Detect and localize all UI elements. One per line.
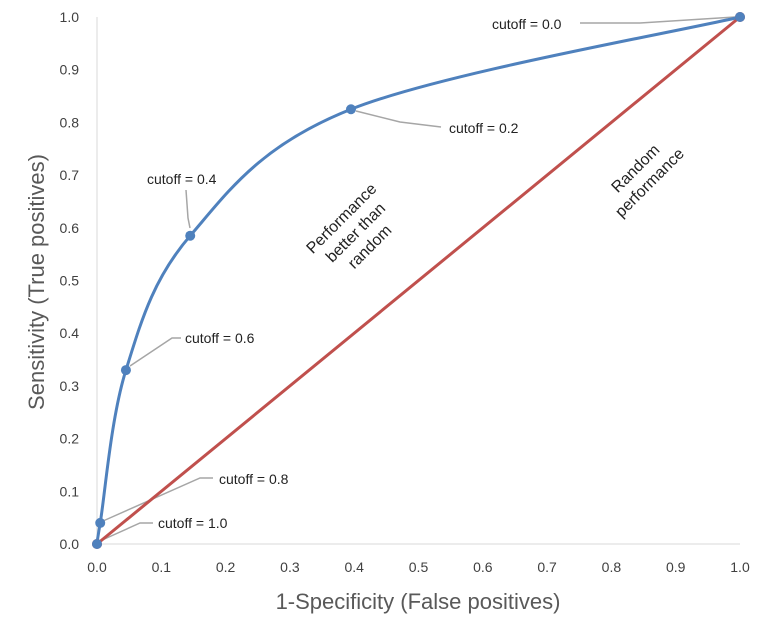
- region-label-better: Performancebetter thanrandom: [304, 180, 409, 285]
- cutoff-annotation: cutoff = 0.8: [219, 471, 289, 487]
- y-tick-label: 1.0: [60, 9, 80, 25]
- x-tick-label: 0.3: [280, 559, 300, 575]
- annotation-leader: [185, 189, 191, 229]
- random-line: [95, 15, 742, 546]
- x-tick-label: 0.5: [409, 559, 429, 575]
- x-tick-labels: 0.0 0.1 0.2 0.3 0.4 0.5 0.6 0.7 0.8 0.9 1.0: [87, 559, 750, 575]
- cutoff-annotation: cutoff = 0.0: [492, 16, 562, 32]
- annotations: cutoff = 0.0 cutoff = 0.2 cutoff = 0.4 cuto…: [147, 16, 562, 531]
- y-tick-label: 0.6: [60, 220, 80, 236]
- x-tick-label: 0.1: [152, 559, 172, 575]
- roc-curve-point: [345, 104, 356, 115]
- x-tick-label: 0.9: [666, 559, 686, 575]
- series-layer: [92, 12, 745, 549]
- x-tick-label: 0.0: [87, 559, 107, 575]
- roc-curve-point: [185, 230, 196, 241]
- annotation-leader: [102, 477, 213, 522]
- y-tick-labels: 0.0 0.1 0.2 0.3 0.4 0.5 0.6 0.7 0.8 0.9 1.0: [60, 9, 80, 552]
- x-tick-label: 0.6: [473, 559, 493, 575]
- y-tick-label: 0.4: [60, 325, 80, 341]
- y-tick-label: 0.8: [60, 114, 80, 130]
- y-tick-label: 0.3: [60, 378, 80, 394]
- roc-curve-point: [120, 365, 131, 376]
- x-tick-label: 1.0: [730, 559, 750, 575]
- cutoff-annotation: cutoff = 0.4: [147, 171, 217, 187]
- annotation-leader-lines: [99, 16, 736, 542]
- cutoff-annotation: cutoff = 0.6: [185, 330, 255, 346]
- y-tick-label: 0.9: [60, 62, 80, 78]
- y-axis-title: Sensitivity (True positives): [24, 154, 49, 410]
- y-tick-label: 0.1: [60, 483, 80, 499]
- x-tick-label: 0.4: [344, 559, 364, 575]
- annotation-leader: [355, 110, 442, 128]
- y-tick-label: 0.0: [60, 536, 80, 552]
- x-axis-title: 1-Specificity (False positives): [276, 589, 561, 614]
- x-tick-label: 0.7: [537, 559, 557, 575]
- y-tick-label: 0.7: [60, 167, 80, 183]
- cutoff-annotation: cutoff = 0.2: [449, 120, 519, 136]
- roc-curve-point: [735, 12, 745, 22]
- x-tick-label: 0.8: [602, 559, 622, 575]
- annotation-leader: [129, 337, 181, 367]
- cutoff-annotation: cutoff = 1.0: [158, 515, 228, 531]
- y-tick-label: 0.5: [60, 273, 80, 289]
- y-tick-label: 0.2: [60, 431, 80, 447]
- x-tick-label: 0.2: [216, 559, 236, 575]
- roc-curve-point: [92, 539, 102, 549]
- annotation-leader: [99, 522, 153, 542]
- region-label-random: Randomperformance: [598, 131, 688, 221]
- annotation-leader: [580, 16, 736, 24]
- roc-curve-point: [95, 517, 106, 528]
